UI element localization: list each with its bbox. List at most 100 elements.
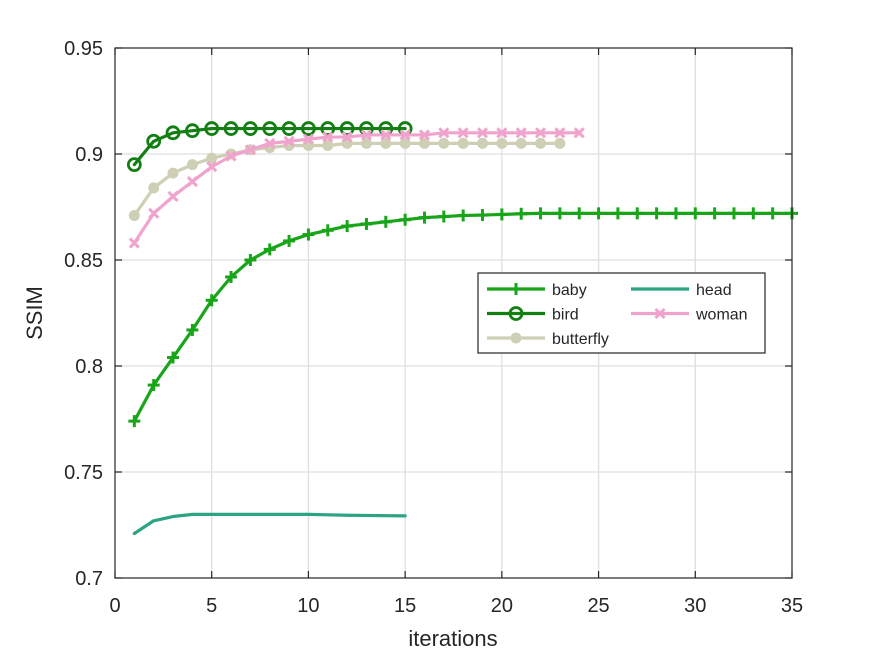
data-point-baby: [244, 254, 257, 266]
marker-x-b: [476, 127, 489, 139]
data-point-baby: [766, 207, 779, 220]
marker-x-b: [128, 237, 140, 249]
data-point-butterfly: [360, 137, 372, 149]
data-point-woman: [515, 127, 527, 139]
marker-x-b: [264, 137, 276, 149]
data-point-butterfly: [496, 137, 508, 149]
data-point-woman: [148, 207, 160, 219]
legend-label-head: head: [696, 282, 732, 299]
data-point-baby: [689, 207, 702, 220]
data-point-woman: [496, 127, 508, 139]
data-point-baby: [495, 208, 508, 221]
marker-x-b: [534, 127, 547, 139]
data-point-woman: [128, 237, 140, 249]
data-point-baby: [128, 415, 141, 428]
data-point-baby: [515, 207, 528, 220]
legend: baby bird butterfly head woman: [477, 272, 766, 354]
data-point-woman: [244, 144, 256, 156]
legend-marker-bird: [508, 306, 524, 321]
data-point-baby: [708, 207, 721, 220]
data-point-woman: [341, 131, 353, 143]
y-tick-label: 0.8: [75, 356, 103, 378]
data-point-butterfly: [515, 137, 527, 149]
data-point-woman: [206, 161, 218, 173]
legend-item-butterfly: butterfly: [487, 331, 609, 348]
data-point-woman: [167, 190, 179, 202]
marker-x-b: [515, 127, 527, 139]
marker-x-b: [457, 127, 469, 139]
data-point-bird: [339, 121, 355, 136]
marker-x-b: [360, 129, 373, 141]
series-bird: [126, 121, 413, 173]
data-point-baby: [476, 209, 489, 222]
data-point-woman: [554, 127, 566, 139]
marker-x-b: [380, 129, 392, 141]
data-point-baby: [457, 209, 470, 222]
data-point-baby: [553, 207, 566, 220]
x-tick-label: 30: [684, 595, 706, 617]
data-point-baby: [669, 207, 682, 220]
marker-x-b: [554, 127, 566, 139]
y-axis-label: SSIM: [22, 286, 47, 340]
legend-label-woman: woman: [695, 307, 748, 324]
data-point-baby: [399, 213, 412, 226]
data-point-baby: [225, 270, 238, 283]
data-point-bird: [242, 121, 258, 136]
data-point-baby: [534, 207, 547, 220]
marker-x-b: [302, 133, 314, 145]
data-point-bird: [320, 121, 336, 136]
data-point-woman: [283, 135, 295, 147]
data-point-woman: [438, 127, 450, 139]
x-axis-label: iterations: [408, 626, 497, 651]
series-line-head: [132, 512, 407, 536]
legend-item-bird: bird: [487, 306, 579, 324]
data-point-butterfly: [457, 137, 469, 149]
marker-x-b: [244, 144, 256, 156]
data-point-baby: [263, 243, 276, 256]
data-point-baby: [747, 207, 760, 220]
marker-x-b: [186, 175, 198, 188]
data-point-butterfly: [322, 140, 334, 152]
marker-x-b: [496, 127, 508, 139]
marker-x-b: [167, 190, 179, 202]
x-tick-label: 20: [491, 595, 513, 617]
legend-marker-butterfly: [510, 332, 522, 344]
data-point-baby: [727, 207, 740, 220]
data-point-butterfly: [399, 137, 411, 149]
marker-x-b: [206, 161, 218, 173]
data-point-butterfly: [418, 137, 430, 149]
series-layer: [126, 121, 798, 536]
data-point-baby: [167, 351, 180, 364]
series-woman: [128, 127, 585, 249]
data-point-butterfly: [148, 182, 160, 194]
y-tick-label: 0.9: [75, 144, 103, 166]
legend-label-baby: baby: [552, 282, 587, 299]
marker-x-b: [341, 131, 353, 143]
data-point-baby: [283, 234, 296, 247]
data-point-butterfly: [380, 137, 392, 149]
marker-x-b: [225, 150, 237, 162]
y-tick-label: 0.95: [64, 38, 103, 60]
data-point-woman: [534, 127, 547, 139]
data-point-butterfly: [186, 159, 198, 171]
data-point-woman: [225, 150, 237, 162]
marker-x-b: [654, 307, 666, 320]
data-point-woman: [186, 175, 198, 188]
data-point-woman: [418, 129, 431, 141]
data-point-baby: [437, 210, 450, 223]
data-point-baby: [631, 207, 644, 220]
marker-x-b: [322, 131, 334, 143]
data-point-bird: [165, 125, 181, 141]
data-point-baby: [592, 207, 605, 220]
data-point-baby: [302, 228, 315, 241]
legend-label-bird: bird: [552, 307, 579, 324]
data-point-baby: [379, 215, 392, 228]
legend-item-head: head: [631, 282, 732, 299]
legend-item-baby: baby: [487, 282, 587, 299]
data-point-bird: [223, 121, 239, 136]
series-head: [132, 512, 407, 536]
data-point-butterfly: [128, 209, 140, 221]
data-point-woman: [264, 137, 276, 149]
data-point-woman: [573, 127, 585, 139]
